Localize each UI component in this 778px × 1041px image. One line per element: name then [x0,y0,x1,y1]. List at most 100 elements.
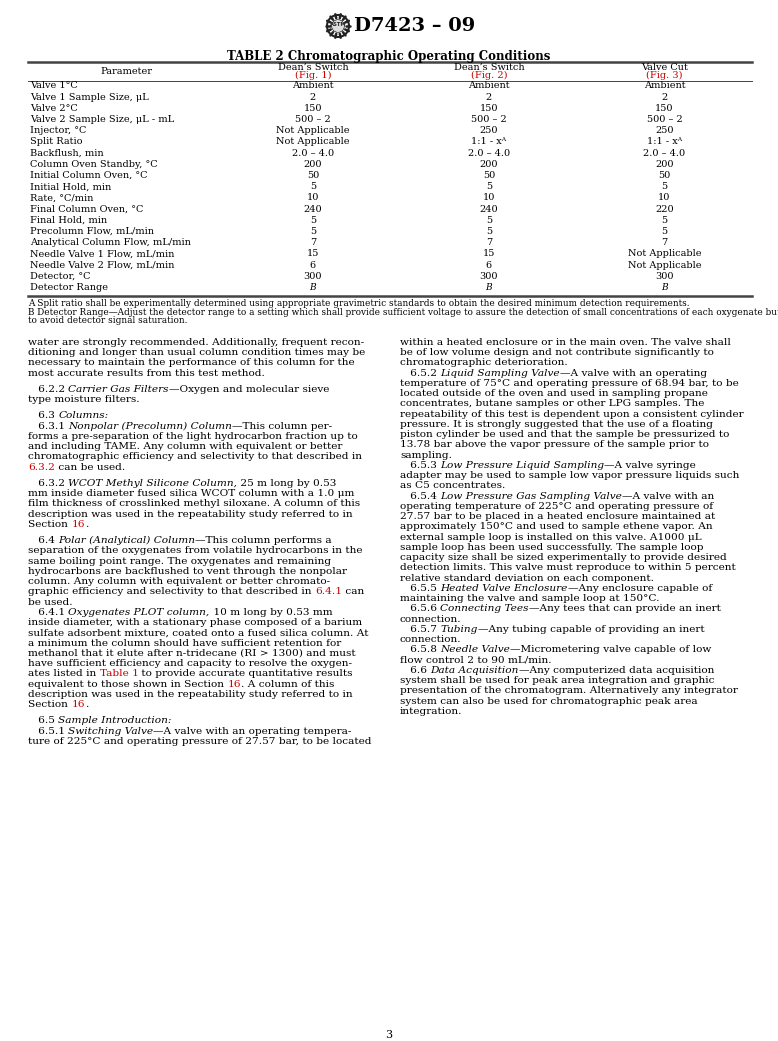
Text: 500 – 2: 500 – 2 [471,116,506,124]
Text: maintaining the valve and sample loop at 150°C.: maintaining the valve and sample loop at… [400,594,660,603]
Text: to avoid detector signal saturation.: to avoid detector signal saturation. [28,315,187,325]
Text: temperature of 75°C and operating pressure of 68.94 bar, to be: temperature of 75°C and operating pressu… [400,379,739,388]
Text: 150: 150 [479,104,498,112]
Text: most accurate results from this test method.: most accurate results from this test met… [28,369,265,378]
Text: as C5 concentrates.: as C5 concentrates. [400,481,506,490]
Text: B: B [485,283,492,293]
Text: 250: 250 [479,126,498,135]
Text: flow control 2 to 90 mL/min.: flow control 2 to 90 mL/min. [400,656,552,664]
Text: Nonpolar (Precolumn) Column: Nonpolar (Precolumn) Column [68,422,233,431]
Text: 16: 16 [72,519,85,529]
Text: 6.5.1: 6.5.1 [28,727,68,736]
Text: 150: 150 [303,104,322,112]
Text: 6.5.5: 6.5.5 [400,584,440,592]
Text: methanol that it elute after n-tridecane (RI > 1300) and must: methanol that it elute after n-tridecane… [28,649,356,658]
Text: 1:1 - xᴬ: 1:1 - xᴬ [471,137,506,147]
Text: —Oxygen and molecular sieve: —Oxygen and molecular sieve [169,385,329,393]
Text: 200: 200 [655,160,674,169]
Text: 250: 250 [655,126,674,135]
Text: Needle Valve: Needle Valve [440,645,510,655]
Text: chromatographic efficiency and selectivity to that described in: chromatographic efficiency and selectivi… [28,452,362,461]
Text: 5: 5 [485,215,492,225]
Text: —Any tees that can provide an inert: —Any tees that can provide an inert [529,604,720,613]
Text: —A valve with an operating tempera-: —A valve with an operating tempera- [153,727,352,736]
Text: 10: 10 [482,194,495,203]
Text: 10: 10 [307,194,319,203]
Text: Section: Section [28,700,72,709]
Text: 13.78 bar above the vapor pressure of the sample prior to: 13.78 bar above the vapor pressure of th… [400,440,709,450]
Text: 200: 200 [303,160,322,169]
Text: 6.3.1: 6.3.1 [28,422,68,431]
Text: ture of 225°C and operating pressure of 27.57 bar, to be located: ture of 225°C and operating pressure of … [28,737,372,745]
Text: 7: 7 [310,238,316,248]
Text: 240: 240 [479,205,498,213]
Text: .: . [85,700,88,709]
Text: 500 – 2: 500 – 2 [295,116,331,124]
Text: Data Acquisition: Data Acquisition [430,666,519,675]
Text: 200: 200 [479,160,498,169]
Text: film thickness of crosslinked methyl siloxane. A column of this: film thickness of crosslinked methyl sil… [28,500,360,508]
Text: system can also be used for chromatographic peak area: system can also be used for chromatograp… [400,696,698,706]
Text: 5: 5 [485,227,492,236]
Text: Heated Valve Enclosure: Heated Valve Enclosure [440,584,568,592]
Text: 15: 15 [482,250,495,258]
Text: be used.: be used. [28,598,72,607]
Text: connection.: connection. [400,614,461,624]
Text: Final Column Oven, °C: Final Column Oven, °C [30,205,143,213]
Circle shape [332,20,344,32]
Text: sample loop has been used successfully. The sample loop: sample loop has been used successfully. … [400,542,703,552]
Text: —Any computerized data acquisition: —Any computerized data acquisition [519,666,714,675]
Text: repeatability of this test is dependent upon a consistent cylinder: repeatability of this test is dependent … [400,409,744,418]
Text: have sufficient efficiency and capacity to resolve the oxygen-: have sufficient efficiency and capacity … [28,659,352,668]
Text: can: can [342,587,364,596]
Text: Ambient: Ambient [468,81,510,91]
Text: WCOT Methyl Silicone Column,: WCOT Methyl Silicone Column, [68,479,237,488]
Text: description was used in the repeatability study referred to in: description was used in the repeatabilit… [28,690,352,699]
Text: 6: 6 [485,260,492,270]
Text: mm inside diameter fused silica WCOT column with a 1.0 μm: mm inside diameter fused silica WCOT col… [28,489,354,498]
Text: Oxygenates PLOT column,: Oxygenates PLOT column, [68,608,210,617]
Text: 16: 16 [72,700,85,709]
Text: B: B [661,283,668,293]
Text: description was used in the repeatability study referred to in: description was used in the repeatabilit… [28,509,352,518]
Text: type moisture filters.: type moisture filters. [28,395,139,404]
Text: 300: 300 [303,272,322,281]
Text: 6.5.7: 6.5.7 [400,625,440,634]
Text: can be used.: can be used. [55,462,125,472]
Text: Ambient: Ambient [292,81,334,91]
Text: ditioning and longer than usual column condition times may be: ditioning and longer than usual column c… [28,348,365,357]
Text: Initial Hold, min: Initial Hold, min [30,182,111,192]
Text: —Any enclosure capable of: —Any enclosure capable of [568,584,712,592]
Text: sulfate adsorbent mixture, coated onto a fused silica column. At: sulfate adsorbent mixture, coated onto a… [28,629,369,637]
Text: (Fig. 3): (Fig. 3) [647,71,682,80]
Text: (Fig. 2): (Fig. 2) [471,71,507,80]
Text: 6.5.6: 6.5.6 [400,604,440,613]
Text: Backflush, min: Backflush, min [30,149,103,157]
Text: ASTM: ASTM [330,23,346,27]
Text: presentation of the chromatogram. Alternatively any integrator: presentation of the chromatogram. Altern… [400,686,738,695]
Text: separation of the oxygenates from volatile hydrocarbons in the: separation of the oxygenates from volati… [28,547,363,555]
Text: 150: 150 [655,104,674,112]
Text: Precolumn Flow, mL/min: Precolumn Flow, mL/min [30,227,154,236]
Text: capacity size shall be sized experimentally to provide desired: capacity size shall be sized experimenta… [400,553,727,562]
Text: 500 – 2: 500 – 2 [647,116,682,124]
Text: Needle Valve 1 Flow, mL/min: Needle Valve 1 Flow, mL/min [30,250,174,258]
Text: 10: 10 [658,194,671,203]
Text: Needle Valve 2 Flow, mL/min: Needle Valve 2 Flow, mL/min [30,260,174,270]
Text: Analytical Column Flow, mL/min: Analytical Column Flow, mL/min [30,238,191,248]
Text: sampling.: sampling. [400,451,452,459]
Text: Table 1: Table 1 [100,669,138,679]
Text: forms a pre-separation of the light hydrocarbon fraction up to: forms a pre-separation of the light hydr… [28,432,358,440]
Text: Low Pressure Gas Sampling Valve: Low Pressure Gas Sampling Valve [440,491,622,501]
Text: 6: 6 [310,260,316,270]
Text: 2: 2 [485,93,492,102]
Text: Valve 2 Sample Size, μL - mL: Valve 2 Sample Size, μL - mL [30,116,174,124]
Text: 3: 3 [385,1030,393,1040]
Text: —A valve with an: —A valve with an [622,491,714,501]
Text: necessary to maintain the performance of this column for the: necessary to maintain the performance of… [28,358,355,367]
Text: 2.0 – 4.0: 2.0 – 4.0 [292,149,334,157]
Text: 6.5.4: 6.5.4 [400,491,440,501]
Text: 16: 16 [227,680,241,688]
Text: inside diameter, with a stationary phase composed of a barium: inside diameter, with a stationary phase… [28,618,362,627]
Text: 50: 50 [658,171,671,180]
